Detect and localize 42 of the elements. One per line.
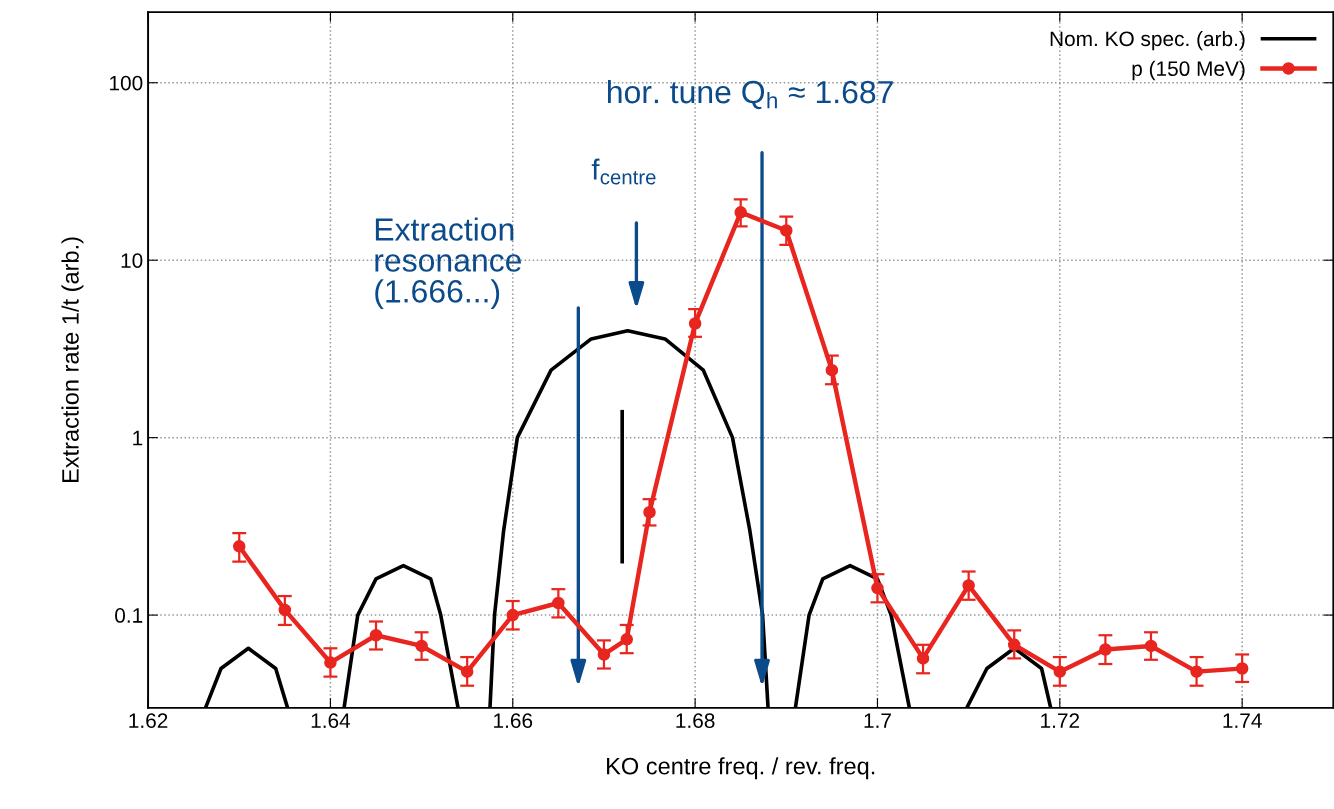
point (1007, 638, 1021, 652)
point (506, 608, 520, 622)
x-tick-label: 1.68 (676, 713, 715, 729)
x-axis-title: KO centre freq. / rev. freq. (607, 757, 875, 780)
annotation: Extraction resonance (1.666...) (375, 217, 522, 310)
point (962, 579, 975, 592)
legend-label: Nom. KO spec. (arb.) (1050, 30, 1245, 51)
point (460, 665, 474, 678)
point (1144, 639, 1158, 653)
point (369, 628, 383, 642)
point (1190, 665, 1203, 678)
point (232, 540, 246, 553)
legend-label: p (150 MeV) (1132, 60, 1245, 81)
point (552, 596, 565, 610)
y-tick-label: 100 (110, 75, 143, 91)
annotation: f$_{centre}$ (591, 158, 656, 185)
annotation: hor. tune Q$_{h}$ ≈ 1.687 (608, 79, 893, 110)
x-tick-label: 1.72 (1041, 713, 1080, 728)
x-tick-label: 1.7 (864, 713, 891, 728)
point (1235, 662, 1249, 675)
x-tick-label: 1.66 (494, 713, 533, 729)
point (597, 648, 611, 661)
point (643, 505, 656, 519)
y-axis-title: Extraction rate 1/t (arb.) (61, 237, 84, 483)
point (780, 224, 793, 237)
x-tick-label: 1.64 (311, 713, 351, 729)
point (871, 581, 884, 595)
point (916, 652, 930, 665)
point (825, 363, 839, 377)
point (620, 633, 633, 646)
y-tick-label: 0.1 (115, 608, 143, 623)
y-tick-label: 10 (121, 253, 143, 268)
point (734, 206, 747, 219)
point (1053, 665, 1067, 678)
point (278, 603, 292, 617)
y-tick-label: 1 (133, 430, 143, 446)
point (688, 317, 702, 330)
point (324, 656, 337, 669)
x-tick-label: 1.74 (1223, 713, 1262, 728)
x-tick-label: 1.62 (129, 713, 168, 729)
point (415, 639, 428, 653)
point (1099, 643, 1112, 656)
